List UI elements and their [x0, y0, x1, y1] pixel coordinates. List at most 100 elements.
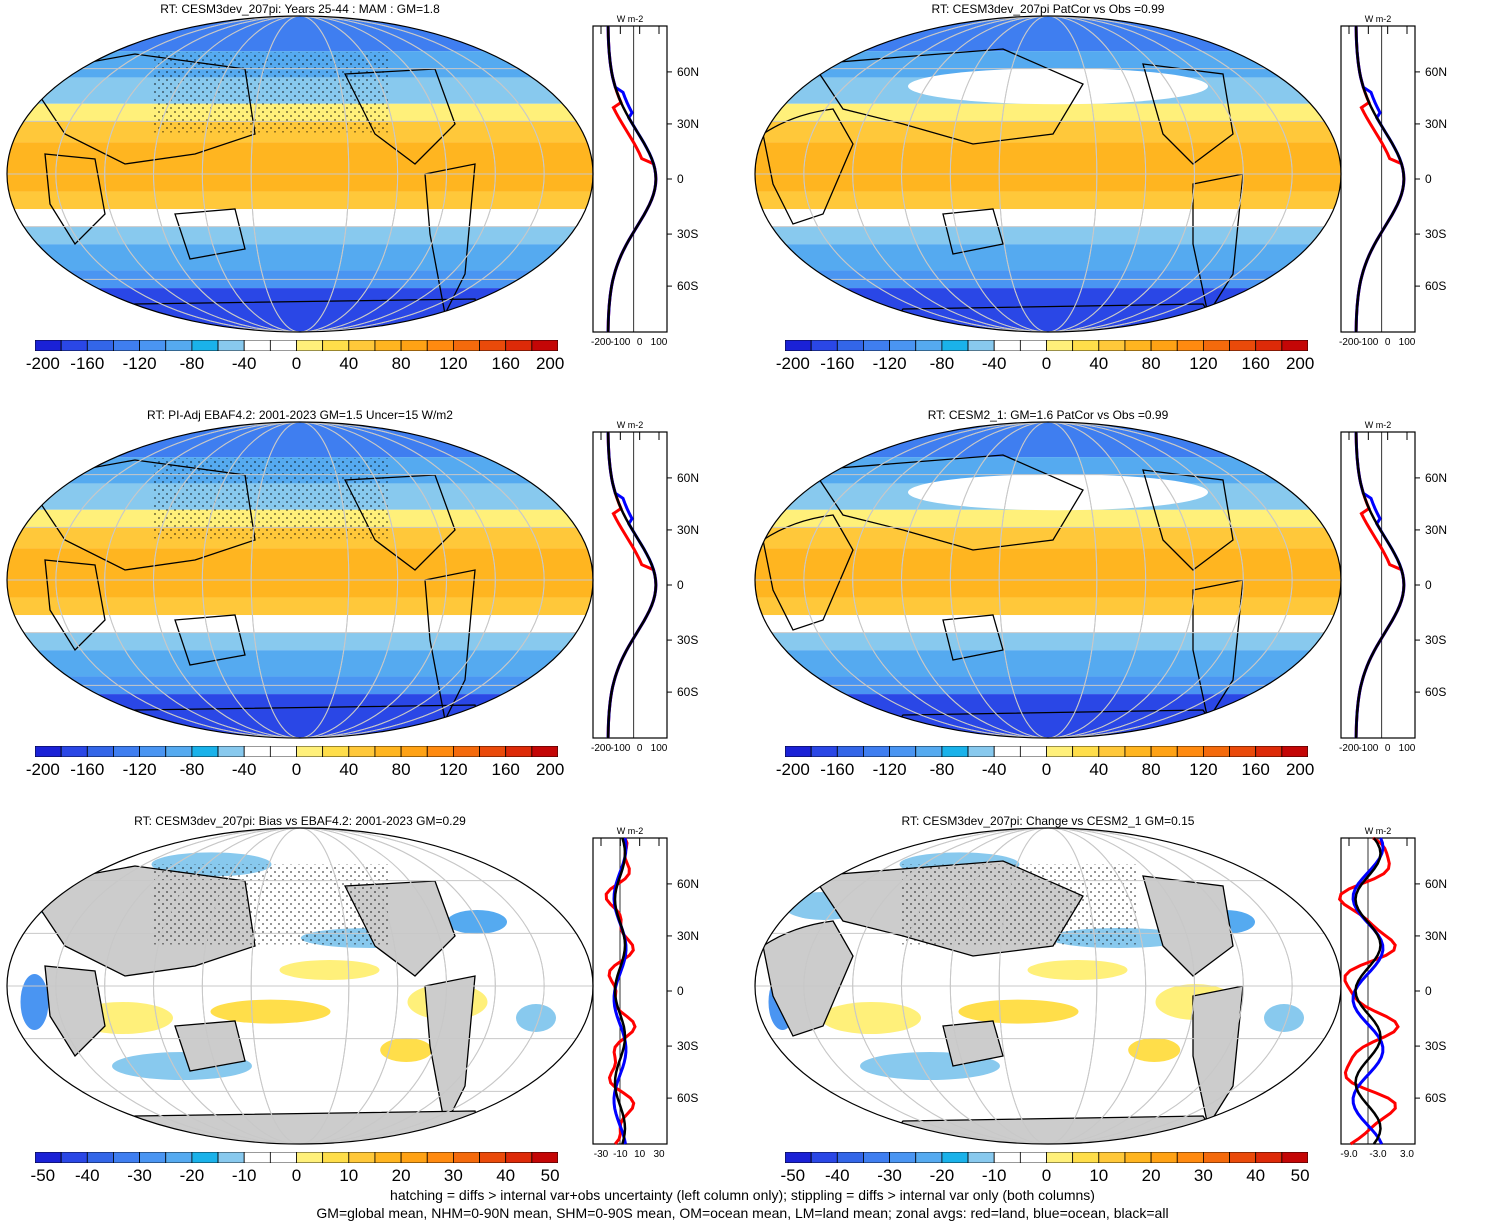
lat-tick-label: 60S	[677, 685, 698, 699]
lat-tick-label: 60N	[1425, 65, 1447, 79]
colorbar-swatch	[217, 746, 245, 757]
longitude-line	[852, 828, 1244, 1144]
colorbar-swatch	[1202, 340, 1230, 351]
colorbar-swatch	[915, 340, 943, 351]
unit-label: W m-2	[1365, 14, 1392, 24]
zonal-average-plot: W m-2 60N 30N 0 30S 60S -200 -100 0 100	[1339, 14, 1447, 348]
colorbar-swatch	[479, 340, 507, 351]
colorbar-tick-label: 10	[339, 1166, 359, 1185]
colorbar-swatch	[1072, 1152, 1100, 1163]
colorbar-swatch	[863, 746, 890, 757]
lat-tick-label: 0	[1425, 984, 1432, 998]
zonal-land-line	[1354, 25, 1406, 333]
colorbar-tick-label: 0	[291, 1166, 302, 1185]
colorbar-swatch	[60, 746, 88, 757]
colorbar	[35, 746, 558, 757]
longitude-line	[998, 828, 1098, 1144]
anomaly-region	[821, 1002, 921, 1034]
colorbar-tick-label: 10	[1089, 1166, 1109, 1185]
footer-note-2: GM=global mean, NHM=0-90N mean, SHM=0-90…	[316, 1205, 1169, 1221]
x-tick-label: -9.0	[1340, 1149, 1358, 1160]
zonal-all-line	[606, 431, 658, 739]
x-tick-label: 100	[651, 743, 668, 754]
colorbar-swatch	[139, 1152, 167, 1163]
colorbar-swatch	[348, 746, 376, 757]
colorbar-tick-label: -40	[231, 354, 257, 373]
colorbar-swatch	[191, 1152, 219, 1163]
colorbar-swatch	[941, 1152, 969, 1163]
zonal-land-line	[1337, 836, 1400, 1146]
colorbar-tick-label: -40	[981, 760, 1007, 779]
colorbar-swatch	[531, 746, 558, 757]
colorbar-tick-label: 160	[491, 760, 520, 779]
lat-tick-label: 30S	[1425, 1039, 1446, 1053]
longitude-line	[201, 16, 399, 332]
coastline	[1142, 469, 1234, 571]
colorbar-swatch	[452, 746, 480, 757]
longitude-line	[803, 16, 1293, 332]
lat-tick-label: 30S	[677, 633, 698, 647]
colorbar-swatch	[374, 340, 402, 351]
colorbar-tick-label: 20	[391, 1166, 411, 1185]
zonal-all-line	[1354, 25, 1406, 333]
colorbar-swatch	[531, 1152, 558, 1163]
colorbar-tick-label: -160	[70, 760, 105, 779]
lat-tick-label: 30S	[677, 227, 698, 241]
longitude-line	[949, 422, 1147, 738]
colorbar-swatch	[1098, 340, 1126, 351]
colorbar-swatch	[139, 340, 167, 351]
colorbar-swatch	[785, 340, 812, 351]
colorbar-tick-label: -80	[929, 760, 955, 779]
colorbar-tick-label: 0	[291, 354, 302, 373]
colorbar	[785, 746, 1308, 757]
colorbar-swatch	[322, 340, 350, 351]
colorbar-swatch	[1124, 340, 1152, 351]
world-map	[754, 15, 1342, 333]
longitude-line	[901, 422, 1195, 738]
colorbar-tick-label: -80	[179, 760, 205, 779]
stippling	[152, 52, 389, 133]
lat-tick-label: 0	[677, 172, 684, 186]
colorbar-swatch	[1019, 340, 1047, 351]
zonal-ocean-line	[1354, 25, 1406, 333]
colorbar-swatch	[889, 746, 917, 757]
unit-label: W m-2	[1365, 826, 1392, 836]
map-title: RT: CESM3dev_207pi PatCor vs Obs =0.99	[931, 2, 1165, 16]
anomaly-region	[1264, 1004, 1304, 1032]
colorbar-tick-label: 30	[443, 1166, 463, 1185]
colorbar-swatch	[889, 1152, 917, 1163]
lat-tick-label: 60S	[677, 279, 698, 293]
colorbar-swatch	[993, 746, 1021, 757]
x-tick-label: 100	[1399, 337, 1416, 348]
colorbar-tick-label: 0	[1041, 354, 1052, 373]
colorbar-swatch	[296, 1152, 324, 1163]
colorbar-swatch	[35, 340, 62, 351]
colorbar-swatch	[1046, 1152, 1074, 1163]
x-tick-label: 0	[637, 337, 643, 348]
world-map	[754, 421, 1342, 739]
x-tick-label: 100	[1399, 743, 1416, 754]
colorbar-tick-label: -160	[820, 760, 855, 779]
colorbar-swatch	[505, 1152, 533, 1163]
colorbar-swatch	[1046, 340, 1074, 351]
colorbar-swatch	[915, 746, 943, 757]
colorbar-swatch	[785, 1152, 812, 1163]
longitude-line	[55, 422, 545, 738]
colorbar-tick-label: -160	[70, 354, 105, 373]
colorbar-swatch	[1281, 340, 1308, 351]
lat-tick-label: 30N	[1425, 117, 1447, 131]
lat-tick-label: 0	[1425, 578, 1432, 592]
lat-tick-label: 30N	[1425, 929, 1447, 943]
anomaly-region	[1128, 1038, 1181, 1062]
x-tick-label: -10	[613, 1149, 628, 1160]
colorbar-swatch	[426, 1152, 454, 1163]
colorbar-tick-label: 80	[1141, 354, 1161, 373]
colorbar-swatch	[86, 340, 114, 351]
coastline	[124, 1110, 486, 1144]
colorbar-swatch	[1019, 1152, 1047, 1163]
colorbar-tick-label: -50	[30, 1166, 56, 1185]
longitude-line	[104, 422, 496, 738]
lat-tick-label: 60S	[1425, 279, 1446, 293]
lat-tick-label: 60N	[1425, 877, 1447, 891]
colorbar-swatch	[1019, 746, 1047, 757]
